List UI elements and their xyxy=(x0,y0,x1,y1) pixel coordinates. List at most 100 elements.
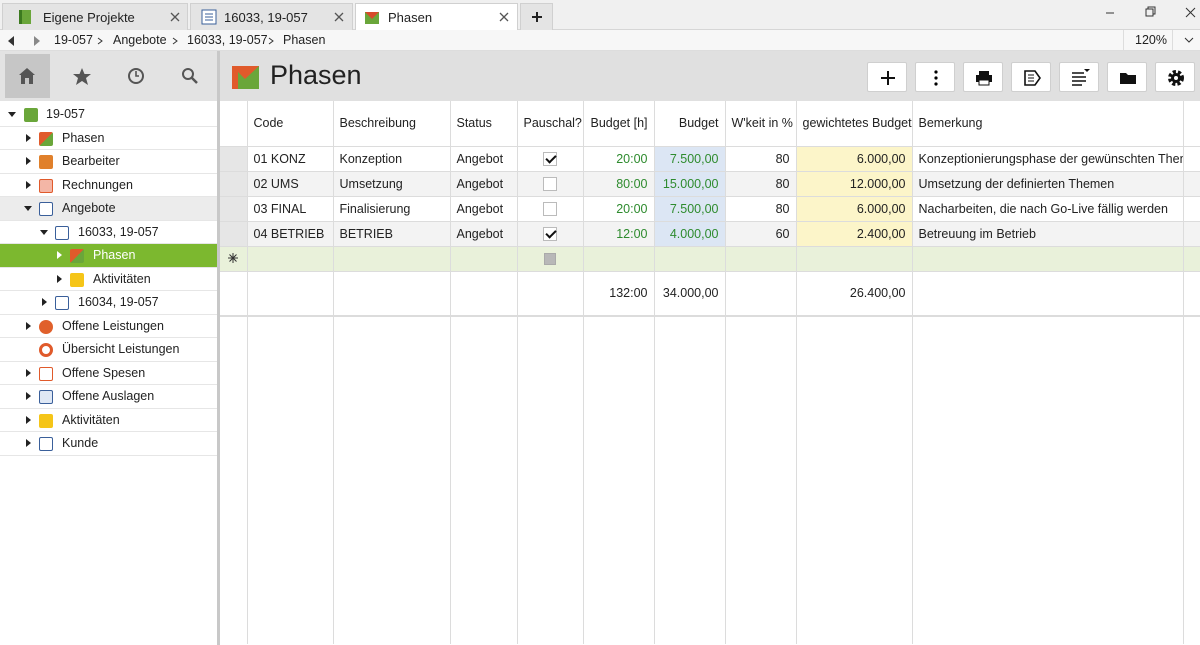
expander[interactable] xyxy=(26,392,31,400)
column-header[interactable]: Code xyxy=(247,101,333,146)
print-button[interactable] xyxy=(963,62,1003,92)
column-header[interactable]: Budget [h] xyxy=(583,101,654,146)
tree-item[interactable]: Phasen xyxy=(0,127,217,151)
search-button[interactable] xyxy=(181,67,199,85)
expander[interactable] xyxy=(40,230,48,235)
tree-item[interactable]: 16033, 19-057 xyxy=(0,221,217,245)
expander[interactable] xyxy=(26,439,31,447)
checkbox[interactable] xyxy=(543,202,557,216)
favorites-button[interactable] xyxy=(72,67,92,86)
page-header: Phasen xyxy=(220,51,1200,101)
breadcrumb-item[interactable]: Phasen xyxy=(283,33,325,47)
tab-close[interactable] xyxy=(499,12,509,22)
cell: Finalisierung xyxy=(333,196,450,221)
settings-button[interactable] xyxy=(1155,62,1195,92)
cell: 12.000,00 xyxy=(796,171,912,196)
expander[interactable] xyxy=(26,157,31,165)
tab[interactable]: Eigene Projekte xyxy=(2,3,188,30)
breadcrumb-item[interactable]: 16033, 19-057 xyxy=(187,33,268,47)
folder-button[interactable] xyxy=(1107,62,1147,92)
tree-item[interactable]: Angebote xyxy=(0,197,217,221)
tree-label: Übersicht Leistungen xyxy=(62,342,179,356)
tree-item[interactable]: Offene Spesen xyxy=(0,362,217,386)
new-tab-button[interactable] xyxy=(520,3,553,30)
expander[interactable] xyxy=(24,206,32,211)
column-header[interactable]: Pauschal? xyxy=(517,101,583,146)
home-button[interactable] xyxy=(5,54,50,98)
expander[interactable] xyxy=(26,322,31,330)
tree-item[interactable]: 16034, 19-057 xyxy=(0,291,217,315)
total-cell xyxy=(450,271,517,316)
tree-item[interactable]: 19-057 xyxy=(0,103,217,127)
icon xyxy=(878,68,898,88)
data-row[interactable]: 04 BETRIEBBETRIEBAngebot12:004.000,00602… xyxy=(220,221,1200,246)
tab-close[interactable] xyxy=(334,12,344,22)
breadcrumb-item[interactable]: 19-057 xyxy=(54,33,93,47)
zoom-box[interactable]: 120% xyxy=(1123,30,1173,51)
checkbox[interactable] xyxy=(543,177,557,191)
expander[interactable] xyxy=(26,134,31,142)
tree-item-selected[interactable]: Phasen xyxy=(0,244,217,268)
checkbox[interactable] xyxy=(543,227,557,241)
total-cell: 132:00 xyxy=(583,271,654,316)
expander[interactable] xyxy=(8,112,16,117)
data-grid: CodeBeschreibungStatusPauschal?Budget [h… xyxy=(220,101,1200,644)
address-bar: 19-057 Angebote 16033, 19-057 Phasen 120… xyxy=(0,30,1200,51)
item-icon xyxy=(70,249,84,263)
empty-cell xyxy=(654,316,725,644)
data-row[interactable]: 02 UMSUmsetzungAngebot80:0015.000,008012… xyxy=(220,171,1200,196)
tree-item[interactable]: Übersicht Leistungen xyxy=(0,338,217,362)
cell: 7.500,00 xyxy=(654,146,725,171)
cell: 6.000,00 xyxy=(796,146,912,171)
checkbox[interactable] xyxy=(543,152,557,166)
empty-cell xyxy=(912,316,1183,644)
tree-item[interactable]: Offene Leistungen xyxy=(0,315,217,339)
add-button[interactable] xyxy=(867,62,907,92)
tab[interactable]: Phasen xyxy=(355,3,518,30)
history-button[interactable] xyxy=(127,67,145,85)
data-row[interactable]: 03 FINALFinalisierungAngebot20:007.500,0… xyxy=(220,196,1200,221)
expander[interactable] xyxy=(26,181,31,189)
column-header[interactable]: gewichtetes Budget xyxy=(796,101,912,146)
window-controls[interactable] xyxy=(1100,5,1200,21)
export-button[interactable] xyxy=(1011,62,1051,92)
expander[interactable] xyxy=(26,369,31,377)
tab[interactable]: 16033, 19-057 xyxy=(190,3,353,30)
column-header[interactable]: Status xyxy=(450,101,517,146)
tree-item[interactable]: Rechnungen xyxy=(0,174,217,198)
cell xyxy=(517,246,583,271)
icon xyxy=(1022,68,1042,88)
tab-close[interactable] xyxy=(170,12,180,22)
expander[interactable] xyxy=(57,251,62,259)
empty-cell xyxy=(796,316,912,644)
more-button[interactable] xyxy=(915,62,955,92)
expander[interactable] xyxy=(42,298,47,306)
tree-item[interactable]: Bearbeiter xyxy=(0,150,217,174)
tree-item[interactable]: Aktivitäten xyxy=(0,268,217,292)
tree-item[interactable]: Aktivitäten xyxy=(0,409,217,433)
column-header[interactable]: Bemerkung xyxy=(912,101,1183,146)
row-header xyxy=(220,271,247,316)
tree-label: 19-057 xyxy=(46,107,85,121)
tree-item[interactable]: Offene Auslagen xyxy=(0,385,217,409)
column-header[interactable]: W'keit in % xyxy=(725,101,796,146)
new-row[interactable] xyxy=(220,246,1200,271)
expander[interactable] xyxy=(26,416,31,424)
nav-arrows[interactable] xyxy=(6,35,46,47)
tree-item[interactable]: Kunde xyxy=(0,432,217,456)
expander[interactable] xyxy=(57,275,62,283)
row-header xyxy=(220,171,247,196)
data-row[interactable]: 01 KONZKonzeptionAngebot20:007.500,00806… xyxy=(220,146,1200,171)
cell xyxy=(517,196,583,221)
empty-cell xyxy=(1183,316,1200,644)
column-header[interactable]: Beschreibung xyxy=(333,101,450,146)
sort-button[interactable] xyxy=(1059,62,1099,92)
tab-label: Phasen xyxy=(388,10,432,25)
zoom-dropdown[interactable] xyxy=(1184,37,1194,44)
cell: Konzeption xyxy=(333,146,450,171)
tree-label: Phasen xyxy=(62,131,104,145)
column-header[interactable]: Budget xyxy=(654,101,725,146)
breadcrumb-item[interactable]: Angebote xyxy=(113,33,167,47)
asterisk-icon xyxy=(228,253,238,263)
